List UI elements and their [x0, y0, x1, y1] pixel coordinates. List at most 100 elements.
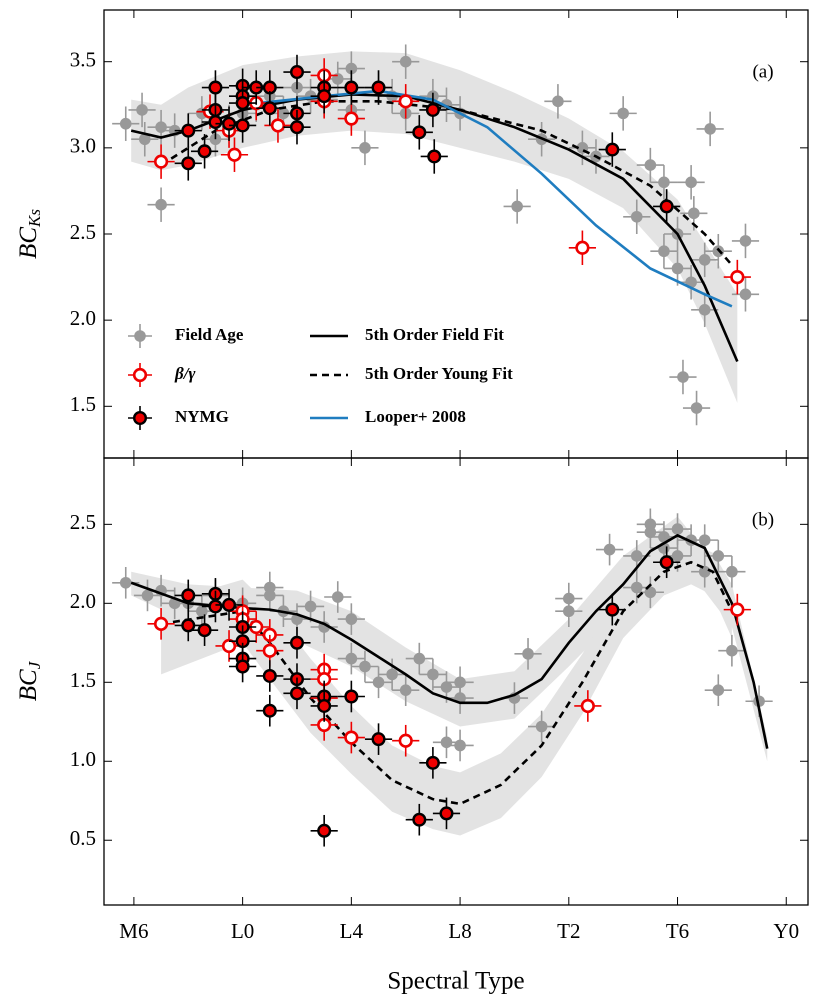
- data-point: [262, 643, 277, 658]
- data-point: [712, 550, 725, 562]
- data-point: [153, 616, 169, 631]
- data-point: [235, 96, 250, 111]
- data-point: [412, 125, 427, 140]
- data-point: [345, 652, 358, 665]
- y-label-sub: J: [25, 660, 44, 669]
- legend-marker: [134, 330, 146, 342]
- x-tick-label: L8: [448, 919, 471, 943]
- y-tick-label: 1.5: [70, 392, 96, 416]
- data-point: [412, 812, 427, 827]
- scatter-series: [112, 508, 773, 762]
- legend-label: β/γ: [174, 364, 196, 383]
- data-point: [704, 123, 716, 135]
- data-point: [208, 80, 223, 95]
- data-point: [688, 207, 700, 220]
- data-point: [208, 114, 223, 129]
- data-point: [221, 638, 237, 654]
- data-point: [617, 107, 629, 120]
- data-point: [698, 534, 711, 546]
- data-point: [677, 371, 689, 383]
- data-point: [345, 613, 358, 625]
- data-point: [563, 605, 575, 618]
- data-point: [726, 644, 738, 657]
- data-point: [698, 304, 711, 316]
- data-point: [671, 262, 684, 275]
- confidence-band: [131, 51, 738, 403]
- data-point: [372, 676, 385, 689]
- data-point: [739, 235, 752, 247]
- data-point: [317, 698, 332, 713]
- x-tick-label: T6: [666, 919, 689, 943]
- x-tick-label: L4: [340, 919, 364, 943]
- scatter-series: [174, 546, 681, 847]
- data-point: [658, 176, 670, 189]
- plot-area: [112, 44, 760, 426]
- data-point: [644, 159, 657, 171]
- y-tick-label: 2.5: [70, 220, 96, 244]
- data-point: [264, 589, 276, 602]
- data-point: [331, 591, 344, 603]
- data-point: [138, 133, 151, 146]
- panel-label: (a): [752, 61, 773, 82]
- data-point: [153, 154, 169, 169]
- y-tick-label: 2.0: [70, 589, 96, 613]
- data-point: [427, 149, 442, 164]
- data-point: [344, 80, 359, 95]
- data-point: [262, 101, 277, 116]
- data-point: [317, 823, 332, 838]
- x-tick-label: L0: [231, 919, 254, 943]
- data-point: [270, 118, 286, 133]
- data-point: [425, 755, 440, 770]
- data-point: [427, 668, 439, 681]
- data-point: [630, 581, 643, 594]
- data-point: [235, 118, 250, 133]
- legend-label: Field Age: [175, 325, 244, 344]
- data-point: [386, 668, 398, 681]
- data-point: [289, 65, 304, 80]
- data-point: [398, 94, 413, 109]
- data-point: [439, 806, 454, 821]
- data-point: [304, 600, 317, 613]
- data-point: [181, 588, 196, 603]
- data-point: [399, 55, 412, 68]
- data-point: [580, 698, 595, 714]
- data-point: [730, 269, 745, 285]
- y-tick-label: 3.5: [70, 48, 96, 72]
- y-tick-label: 0.5: [70, 826, 96, 850]
- data-point: [605, 602, 620, 617]
- data-point: [454, 739, 466, 752]
- data-point: [658, 245, 670, 258]
- plot-area: [112, 508, 773, 847]
- data-point: [235, 659, 250, 674]
- fit-line: [130, 533, 769, 749]
- panel: 3.5 3.0 2.5 2.0 1.5 BCKs (a) Field Age β/γ NYMG 5t…: [15, 9, 809, 459]
- x-tick-label: Y0: [773, 919, 799, 943]
- data-point: [603, 543, 616, 556]
- confidence-band: [131, 516, 768, 762]
- data-point: [181, 123, 196, 138]
- data-point: [155, 198, 167, 211]
- data-point: [399, 684, 412, 696]
- data-point: [181, 618, 196, 633]
- legend-label: 5th Order Young Fit: [365, 364, 513, 383]
- data-point: [317, 89, 332, 104]
- data-point: [726, 565, 738, 578]
- data-point: [119, 576, 132, 589]
- x-axis-label: Spectral Type: [387, 968, 524, 995]
- data-point: [197, 623, 212, 638]
- data-point: [222, 116, 237, 131]
- data-point: [425, 102, 440, 117]
- confidence-band: [161, 543, 732, 836]
- data-point: [685, 176, 697, 189]
- data-point: [344, 730, 359, 745]
- y-tick-label: 1.0: [70, 747, 96, 771]
- data-point: [119, 117, 132, 130]
- data-point: [227, 147, 242, 162]
- data-point: [698, 565, 711, 578]
- axes-frame: [103, 457, 809, 906]
- data-point: [535, 720, 548, 733]
- legend-marker: [132, 367, 148, 383]
- data-point: [575, 240, 590, 255]
- data-point: [359, 660, 371, 673]
